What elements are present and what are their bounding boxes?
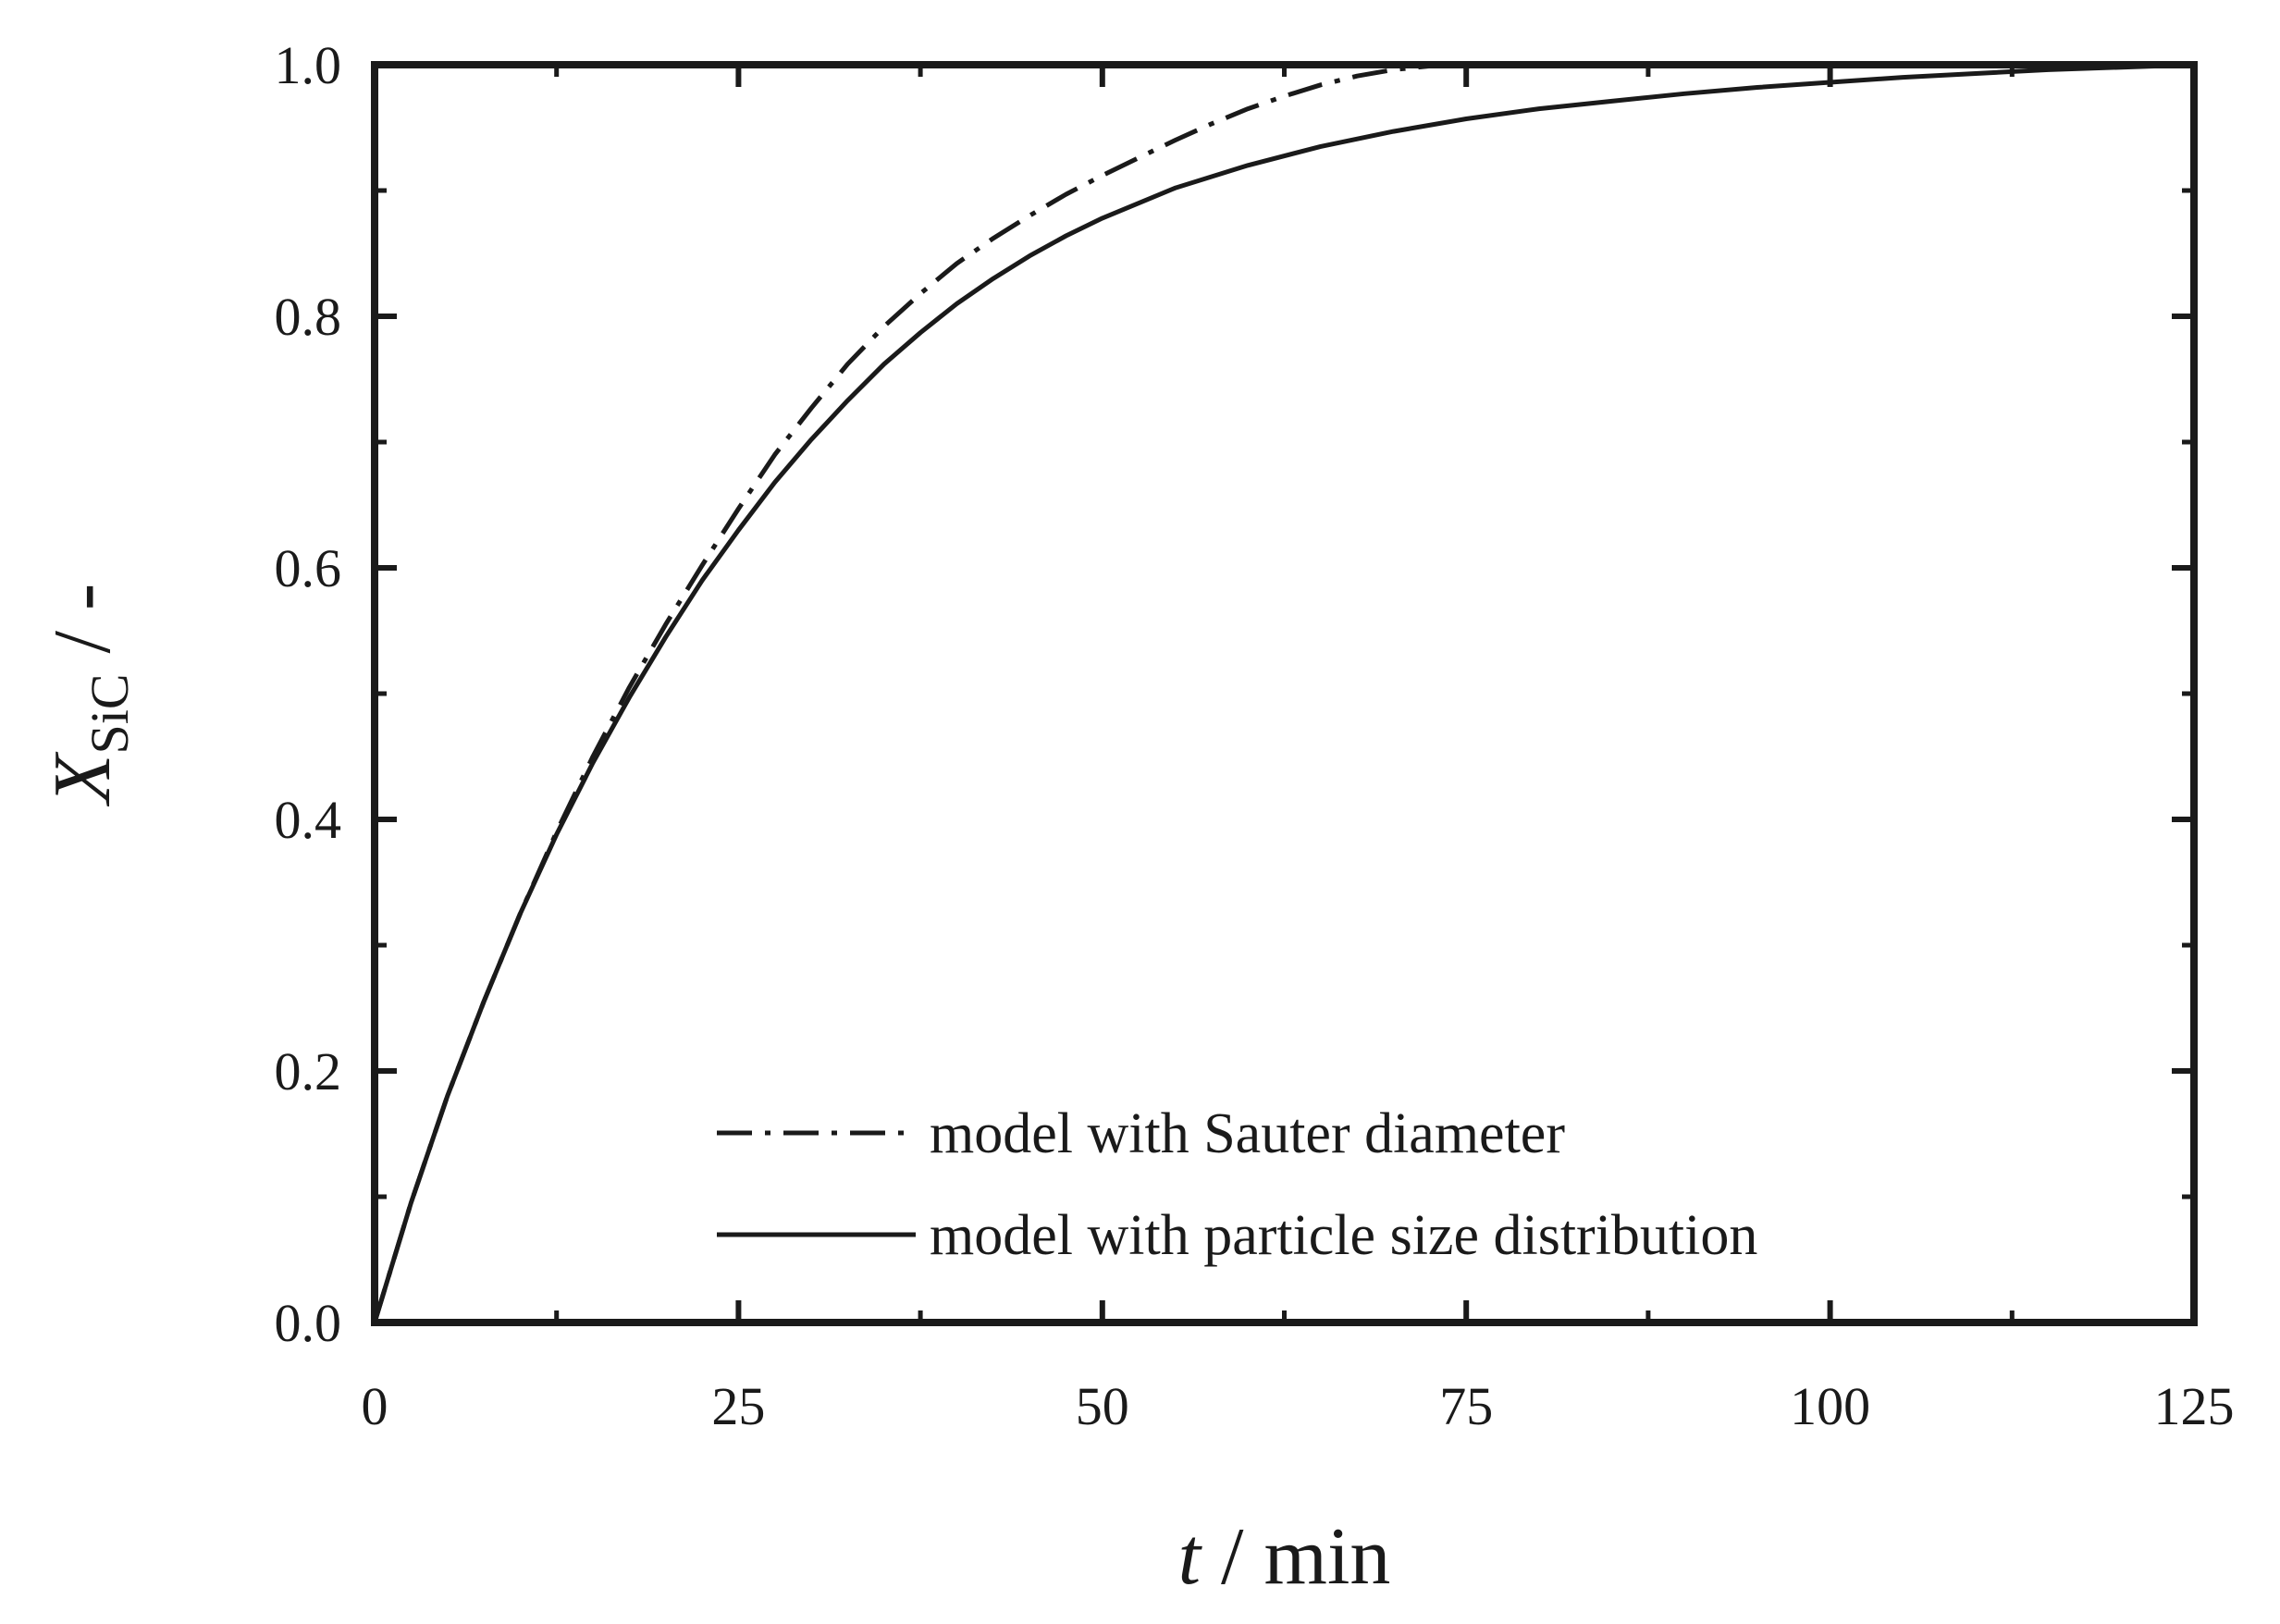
y-axis-title: XSiC / - — [38, 584, 140, 807]
y-tick-label: 0.2 — [275, 1041, 342, 1101]
x-tick-label: 50 — [1076, 1376, 1129, 1436]
y-tick-label: 0.6 — [275, 538, 342, 598]
y-axis-subscript: SiC — [80, 673, 140, 754]
y-tick-label: 0.8 — [275, 287, 342, 347]
legend-label-psd: model with particle size distribution — [930, 1204, 1757, 1267]
x-tick-label: 100 — [1790, 1376, 1870, 1436]
plot-frame — [371, 61, 2198, 1326]
y-tick-label: 0.0 — [275, 1293, 342, 1353]
x-tick-label: 75 — [1439, 1376, 1493, 1436]
legend-label-sauter: model with Sauter diameter — [930, 1102, 1565, 1165]
y-axis-separator: / — [38, 610, 128, 673]
y-tick-label: 0.4 — [275, 790, 342, 850]
y-axis-unit: - — [38, 584, 128, 610]
x-tick-label: 25 — [711, 1376, 765, 1436]
x-axis-unit: min — [1264, 1512, 1391, 1602]
labels-layer: 0 25 50 75 100 125 0.0 0.2 0.4 0.6 0.8 1.0 — [275, 35, 2235, 1436]
x-axis-variable: t — [1178, 1512, 1203, 1602]
y-tick-label: 1.0 — [275, 35, 342, 95]
series-line-psd — [372, 62, 2195, 1323]
x-axis-title: t / min — [1178, 1512, 1391, 1602]
legend: model with Sauter diameter model with pa… — [717, 1102, 1757, 1267]
y-axis-variable: X — [38, 751, 128, 806]
x-axis-separator: / — [1201, 1512, 1263, 1602]
x-tick-label: 0 — [362, 1376, 388, 1436]
x-tick-label: 125 — [2154, 1376, 2235, 1436]
